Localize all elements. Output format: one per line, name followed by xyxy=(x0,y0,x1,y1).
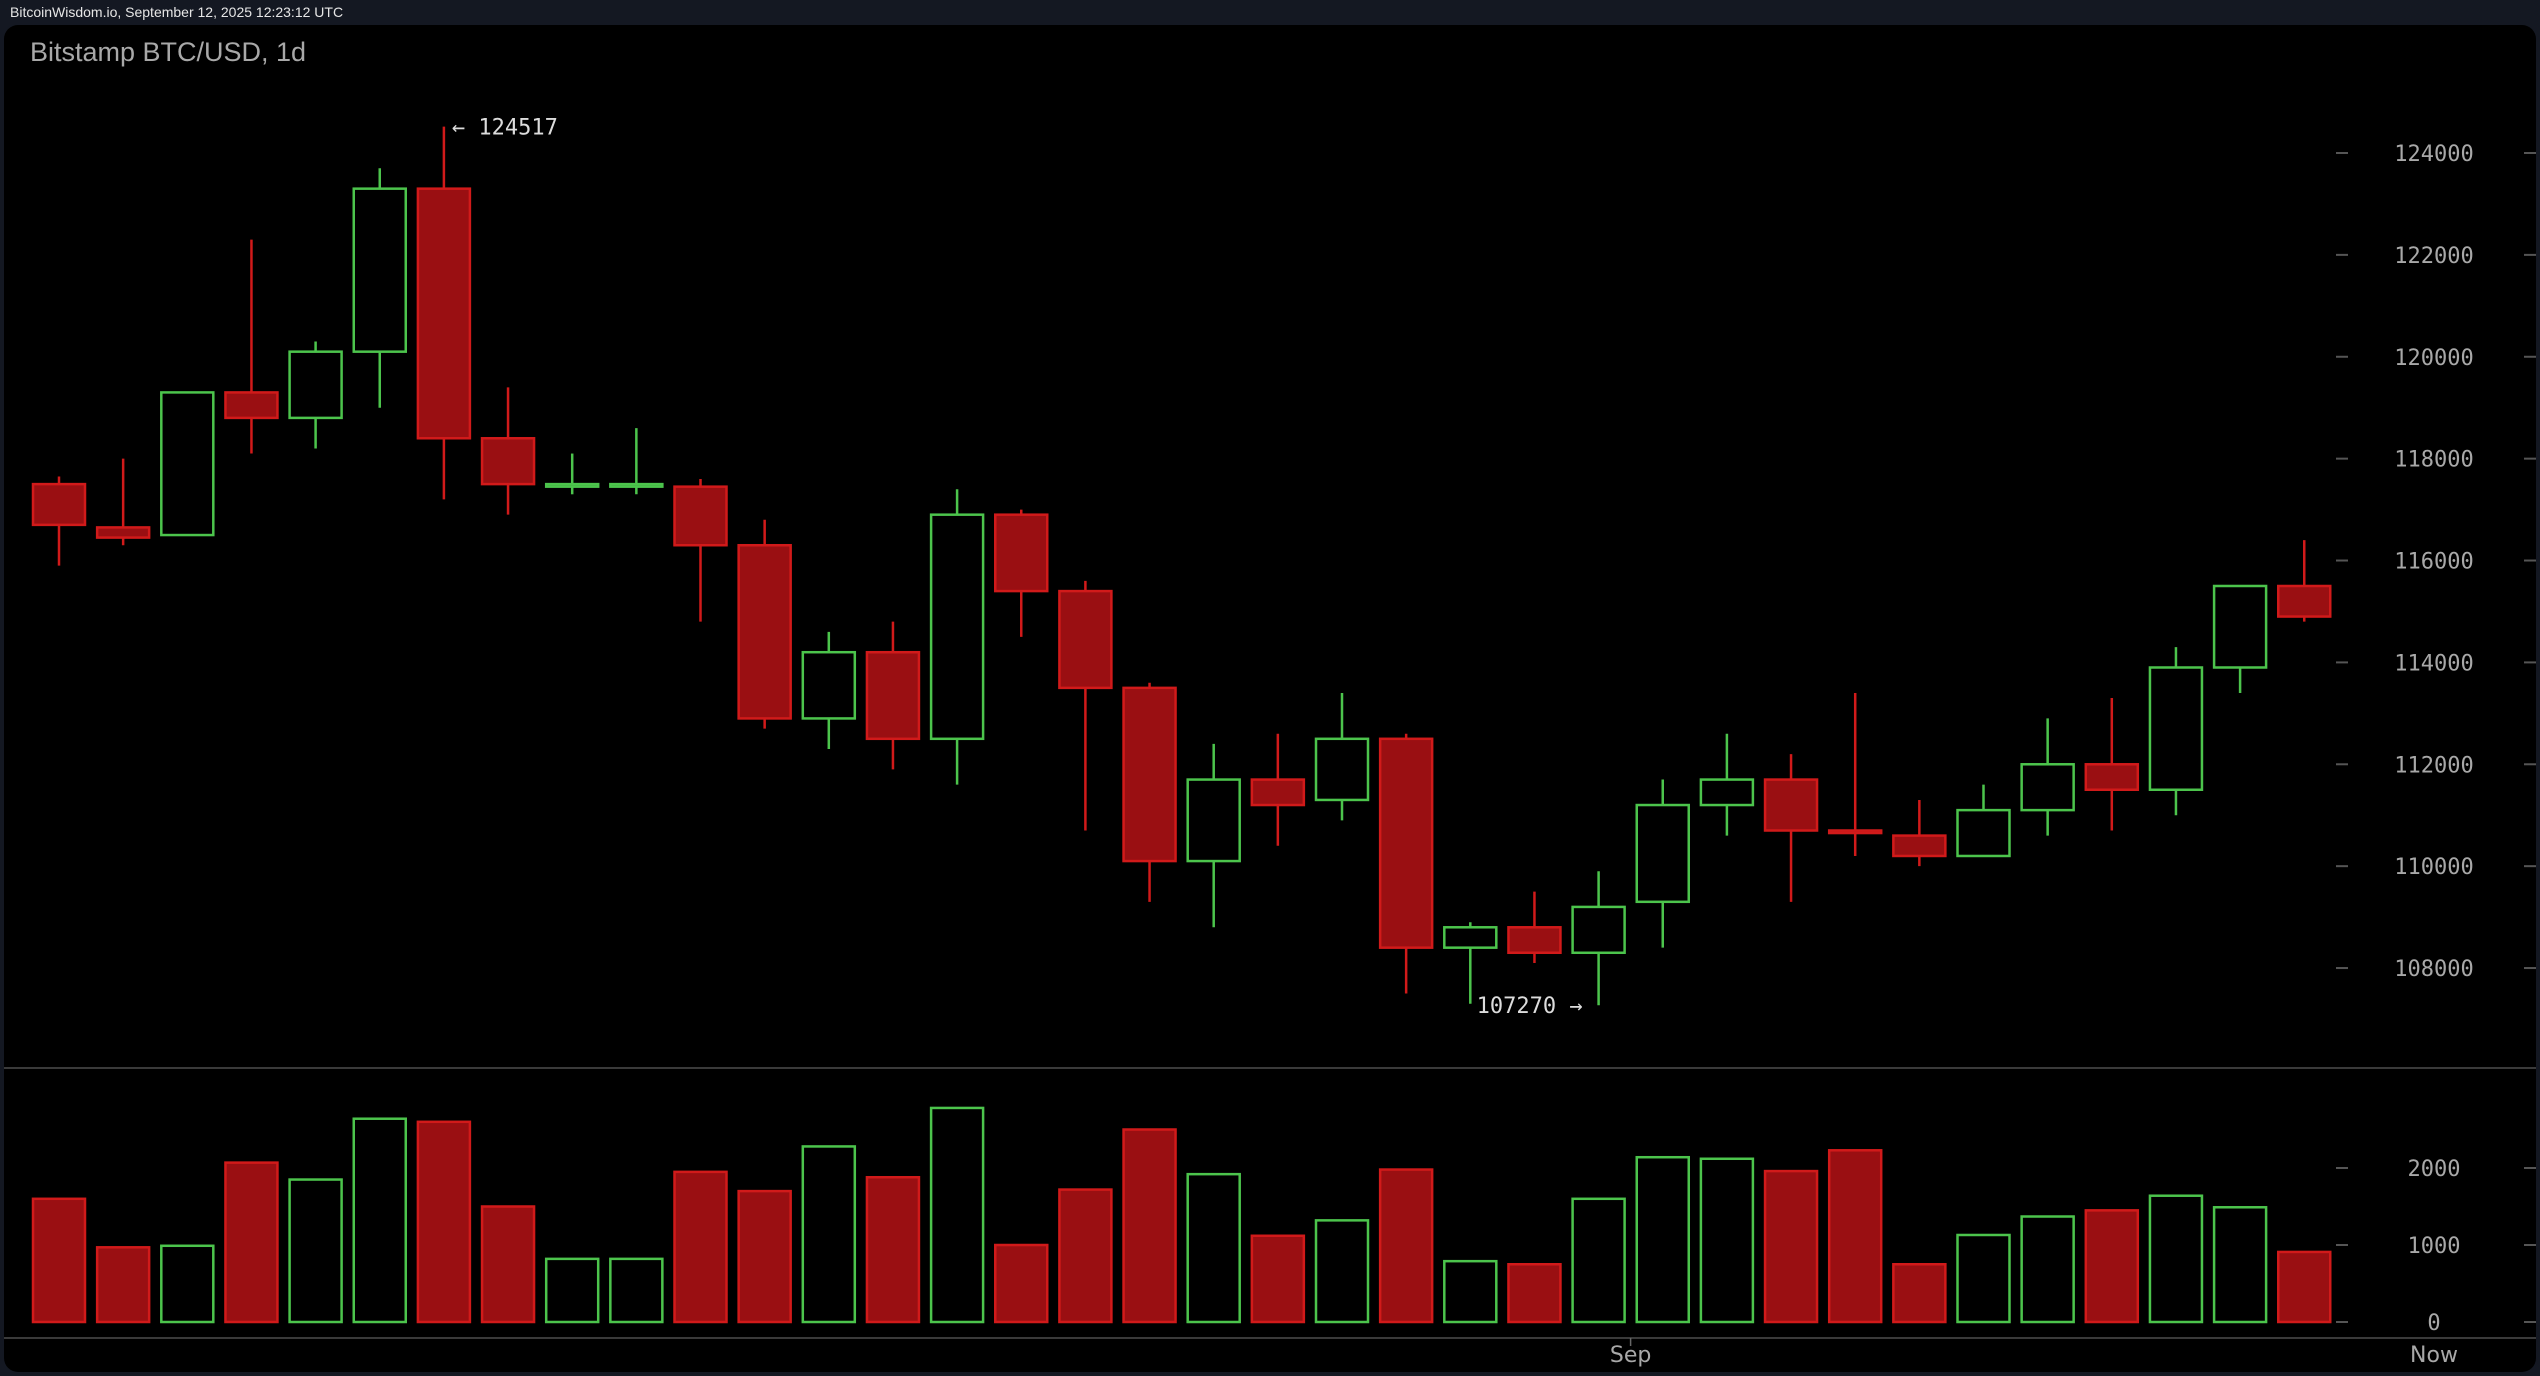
volume-bar-down[interactable] xyxy=(1058,1188,1113,1324)
candle-down[interactable] xyxy=(1892,834,1947,858)
source-timestamp: BitcoinWisdom.io, September 12, 2025 12:… xyxy=(10,4,344,20)
candle-down[interactable] xyxy=(994,513,1049,593)
candle-down[interactable] xyxy=(1378,737,1434,949)
candle-up[interactable] xyxy=(1571,905,1626,955)
y-axis-label: 120000 xyxy=(2394,346,2473,371)
volume-bar-down[interactable] xyxy=(1763,1169,1819,1324)
volume-bar-up[interactable] xyxy=(1571,1197,1626,1324)
candle-up[interactable] xyxy=(1314,737,1370,802)
volume-bar-up[interactable] xyxy=(929,1106,985,1324)
candle-down[interactable] xyxy=(737,543,792,720)
candle-down[interactable] xyxy=(416,187,472,440)
volume-bar-up[interactable] xyxy=(801,1145,857,1324)
volume-bar-up[interactable] xyxy=(2020,1215,2075,1324)
volume-bar-up[interactable] xyxy=(352,1117,407,1324)
x-axis-label: Now xyxy=(2410,1343,2458,1368)
candle-down[interactable] xyxy=(2084,763,2140,792)
volume-bar-up[interactable] xyxy=(288,1178,343,1324)
volume-bar-down[interactable] xyxy=(2084,1209,2140,1324)
candle-up[interactable] xyxy=(1956,808,2011,858)
volume-axis-label: 2000 xyxy=(2408,1157,2461,1182)
x-axis-label: Sep xyxy=(1610,1343,1651,1368)
candle-down[interactable] xyxy=(1058,589,1113,690)
volume-bar-down[interactable] xyxy=(737,1189,792,1324)
candle-down[interactable] xyxy=(2277,584,2332,618)
volume-bar-up[interactable] xyxy=(1635,1155,1690,1324)
volume-bar-down[interactable] xyxy=(2277,1250,2332,1324)
volume-bar-up[interactable] xyxy=(2212,1206,2268,1324)
y-axis-label: 108000 xyxy=(2394,957,2473,982)
candle-up[interactable] xyxy=(929,513,985,741)
candle-down[interactable] xyxy=(673,485,728,547)
candle-up[interactable] xyxy=(2212,584,2268,669)
volume-bar-down[interactable] xyxy=(31,1197,87,1324)
candle-up[interactable] xyxy=(352,187,407,353)
y-axis-label: 118000 xyxy=(2394,448,2473,473)
candle-down[interactable] xyxy=(1827,829,1883,835)
candle-up[interactable] xyxy=(1635,803,1690,904)
chart-frame: 108000 110000 112000 114000 116000 118000 1200… xyxy=(4,25,2536,1372)
volume-bar-up[interactable] xyxy=(544,1257,600,1324)
high-annotation: ← 124517 xyxy=(452,116,558,141)
candle-down[interactable] xyxy=(865,650,921,741)
volume-bar-down[interactable] xyxy=(1378,1168,1434,1324)
candle-down[interactable] xyxy=(1250,778,1306,807)
volume-bar-down[interactable] xyxy=(1892,1263,1947,1324)
volume-bar-down[interactable] xyxy=(416,1120,472,1324)
candle-down[interactable] xyxy=(1507,926,1562,955)
candle-up[interactable] xyxy=(288,350,343,420)
candle-up[interactable] xyxy=(2148,666,2204,792)
volume-bar-down[interactable] xyxy=(673,1170,728,1324)
y-axis-label: 112000 xyxy=(2394,753,2473,778)
y-axis-label: 114000 xyxy=(2394,651,2473,676)
candle-up[interactable] xyxy=(801,650,857,720)
volume-bar-up[interactable] xyxy=(1186,1172,1241,1324)
y-axis-label: 124000 xyxy=(2394,142,2473,167)
candle-up[interactable] xyxy=(544,482,600,488)
candle-down[interactable] xyxy=(31,482,87,527)
y-axis-label: 116000 xyxy=(2394,550,2473,575)
volume-bar-up[interactable] xyxy=(1956,1233,2011,1324)
candle-up[interactable] xyxy=(609,482,664,488)
volume-bar-down[interactable] xyxy=(480,1205,536,1324)
volume-bar-down[interactable] xyxy=(95,1246,151,1324)
volume-axis-label: 0 xyxy=(2427,1311,2440,1336)
volume-bar-down[interactable] xyxy=(1507,1263,1562,1324)
volume-bar-down[interactable] xyxy=(1827,1149,1883,1324)
candle-down[interactable] xyxy=(1122,686,1177,863)
volume-bar-up[interactable] xyxy=(609,1257,664,1324)
volume-bar-up[interactable] xyxy=(2148,1194,2204,1324)
volume-bar-down[interactable] xyxy=(1122,1128,1177,1324)
candle-down[interactable] xyxy=(480,437,536,486)
volume-bar-down[interactable] xyxy=(1250,1234,1306,1324)
candle-down[interactable] xyxy=(224,391,279,420)
volume-axis-label: 1000 xyxy=(2408,1234,2461,1259)
candle-up[interactable] xyxy=(160,391,215,537)
candle-up[interactable] xyxy=(1443,926,1498,949)
volume-bar-down[interactable] xyxy=(865,1175,921,1324)
volume-bar-down[interactable] xyxy=(994,1243,1049,1324)
candle-down[interactable] xyxy=(1763,778,1819,832)
volume-bar-up[interactable] xyxy=(160,1244,215,1324)
y-axis-label: 122000 xyxy=(2394,244,2473,269)
candle-up[interactable] xyxy=(1186,778,1241,863)
low-annotation: 107270 → xyxy=(1477,994,1583,1019)
candle-down[interactable] xyxy=(95,526,151,539)
price-volume-chart[interactable]: 108000 110000 112000 114000 116000 118000 1200… xyxy=(4,25,2536,1372)
volume-bar-up[interactable] xyxy=(1314,1219,1370,1324)
chart-title: Bitstamp BTC/USD, 1d xyxy=(30,37,307,67)
candle-up[interactable] xyxy=(2020,763,2075,812)
volume-bar-down[interactable] xyxy=(224,1161,279,1324)
candle-up[interactable] xyxy=(1699,778,1755,807)
y-axis-label: 110000 xyxy=(2394,855,2473,880)
volume-bar-up[interactable] xyxy=(1443,1259,1498,1324)
volume-bar-up[interactable] xyxy=(1699,1157,1755,1324)
